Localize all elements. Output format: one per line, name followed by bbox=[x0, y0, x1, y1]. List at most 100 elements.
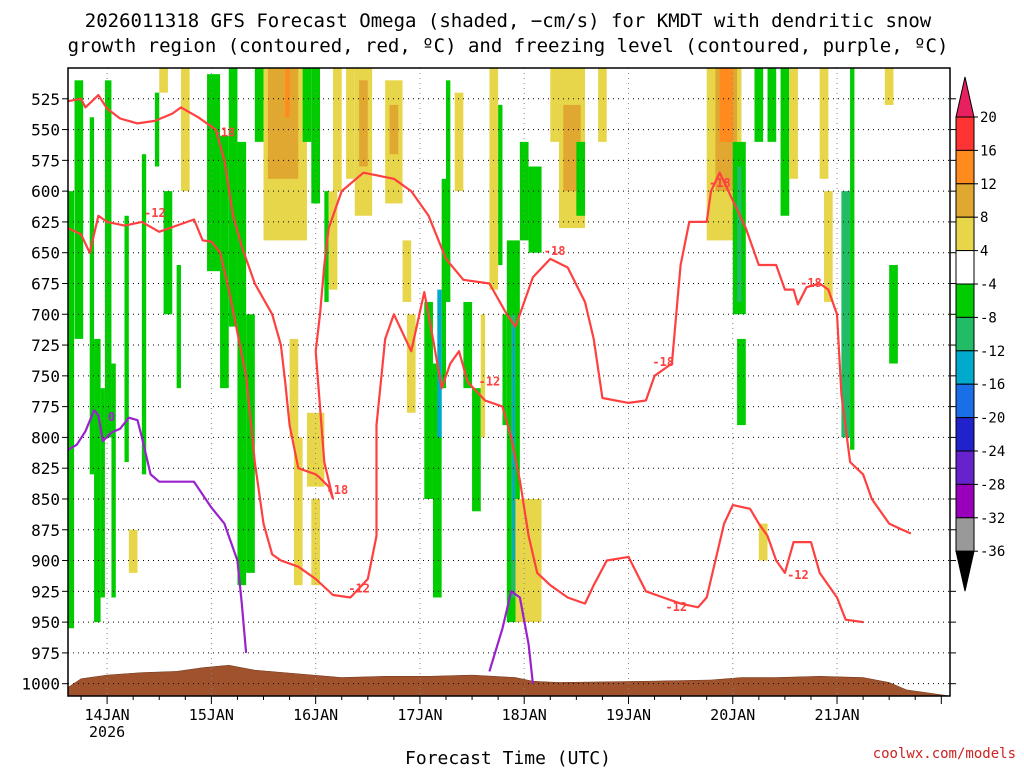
omega-band bbox=[306, 412, 325, 487]
omega-band bbox=[254, 68, 264, 142]
y-axis-tick-labels: 525 550 575 600 625 650 675 700 725 750 775 800 825 8… bbox=[21, 90, 60, 694]
x-axis-label: Forecast Time (UTC) bbox=[405, 748, 611, 768]
y-tick-label: 1000 bbox=[21, 675, 60, 694]
omega-band bbox=[328, 191, 338, 290]
omega-band bbox=[489, 68, 499, 290]
colorbar-swatch bbox=[955, 450, 975, 485]
omega-band bbox=[767, 68, 777, 142]
colorbar-bottom-arrow bbox=[955, 550, 975, 592]
colorbar-label: -16 bbox=[980, 377, 1005, 393]
contour-label: -12 bbox=[479, 374, 501, 388]
omega-band bbox=[100, 388, 105, 598]
omega-band bbox=[159, 68, 168, 93]
y-tick-label: 725 bbox=[31, 336, 60, 355]
colorbar-swatch bbox=[955, 417, 975, 452]
y-tick-label: 750 bbox=[31, 367, 60, 386]
omega-band bbox=[737, 338, 746, 426]
terrain-surface bbox=[68, 664, 950, 696]
omega-band bbox=[104, 80, 112, 438]
omega-band bbox=[246, 314, 255, 573]
colorbar-label: -12 bbox=[980, 344, 1005, 360]
omega-band bbox=[528, 166, 542, 253]
colorbar-swatch bbox=[955, 216, 975, 252]
colorbar-swatch bbox=[955, 183, 975, 218]
contour-label: 0 bbox=[108, 410, 115, 424]
y-tick-label: 775 bbox=[31, 398, 60, 417]
omega-band bbox=[819, 68, 829, 179]
plot-frame bbox=[67, 67, 951, 697]
credit-text[interactable]: coolwx.com/models bbox=[873, 746, 1016, 762]
contour-label: -12 bbox=[144, 206, 166, 220]
omega-band bbox=[141, 154, 147, 475]
omega-band bbox=[128, 529, 138, 573]
omega-band bbox=[333, 68, 342, 192]
x-tick-label: 14JAN bbox=[85, 706, 130, 724]
omega-band bbox=[311, 68, 320, 204]
omega-band bbox=[359, 80, 368, 167]
y-tick-label: 875 bbox=[31, 521, 60, 540]
colorbar-label: 12 bbox=[980, 177, 997, 193]
omega-band bbox=[302, 68, 312, 142]
contour-label: -12 bbox=[787, 568, 809, 582]
colorbar-top-arrow bbox=[955, 76, 975, 118]
colorbar-swatch bbox=[955, 517, 975, 552]
contour-label: -18 bbox=[709, 176, 731, 190]
y-tick-label: 950 bbox=[31, 613, 60, 632]
colorbar-label: -28 bbox=[980, 477, 1005, 493]
x-tick-label: 21JAN bbox=[814, 706, 859, 724]
y-tick-label: 925 bbox=[31, 582, 60, 601]
omega-band bbox=[432, 363, 442, 598]
omega-band bbox=[576, 141, 586, 216]
contour-line-3 bbox=[68, 214, 864, 624]
y-tick-label: 650 bbox=[31, 244, 60, 263]
x-tick-label: 18JAN bbox=[502, 706, 547, 724]
colorbar-label: -24 bbox=[980, 444, 1005, 460]
contour-line-2 bbox=[68, 94, 335, 500]
omega-band bbox=[502, 314, 507, 426]
omega-band bbox=[498, 104, 503, 266]
omega-band bbox=[176, 265, 181, 389]
y-tick-label: 800 bbox=[31, 428, 60, 447]
contour-label: -18 bbox=[544, 244, 566, 258]
colorbar: 20 16 12 8 4 -4 -8 -12 -16 -20 -24 -28 -32 -36 bbox=[955, 76, 1005, 592]
colorbar-label: 8 bbox=[980, 210, 988, 226]
contour-label: -18 bbox=[327, 483, 349, 497]
omega-band bbox=[719, 68, 733, 142]
omega-band bbox=[94, 338, 101, 623]
omega-band bbox=[758, 523, 768, 561]
colorbar-swatch bbox=[955, 250, 975, 285]
omega-band bbox=[163, 191, 173, 315]
omega-band bbox=[789, 68, 798, 179]
omega-band bbox=[311, 498, 320, 586]
omega-band bbox=[463, 301, 473, 389]
omega-band bbox=[124, 215, 129, 463]
y-tick-label: 575 bbox=[31, 151, 60, 170]
omega-band bbox=[841, 191, 851, 438]
omega-band bbox=[406, 314, 416, 413]
y-tick-label: 625 bbox=[31, 213, 60, 232]
colorbar-label: 4 bbox=[980, 244, 988, 260]
omega-band bbox=[480, 314, 486, 438]
omega-band bbox=[154, 92, 160, 167]
omega-band bbox=[780, 68, 790, 216]
omega-band bbox=[346, 68, 355, 179]
x-tick-label: 17JAN bbox=[397, 706, 442, 724]
omega-band bbox=[724, 68, 729, 93]
y-tick-label: 600 bbox=[31, 182, 60, 201]
colorbar-swatch bbox=[955, 350, 975, 385]
y-tick-label: 850 bbox=[31, 490, 60, 509]
colorbar-swatch bbox=[955, 116, 975, 151]
contour-label: -18 bbox=[214, 126, 236, 140]
x-tick-label: 19JAN bbox=[606, 706, 651, 724]
colorbar-label: 16 bbox=[980, 143, 997, 159]
omega-band bbox=[289, 338, 299, 438]
omega-band bbox=[89, 117, 95, 475]
contour-line-1 bbox=[488, 590, 534, 684]
omega-band bbox=[424, 301, 433, 499]
omega-band bbox=[437, 289, 442, 438]
contour-label: -18 bbox=[800, 276, 822, 290]
y-tick-label: 675 bbox=[31, 274, 60, 293]
x-tick-label: 15JAN bbox=[189, 706, 234, 724]
omega-band bbox=[754, 68, 764, 142]
contour-label: -12 bbox=[665, 600, 687, 614]
